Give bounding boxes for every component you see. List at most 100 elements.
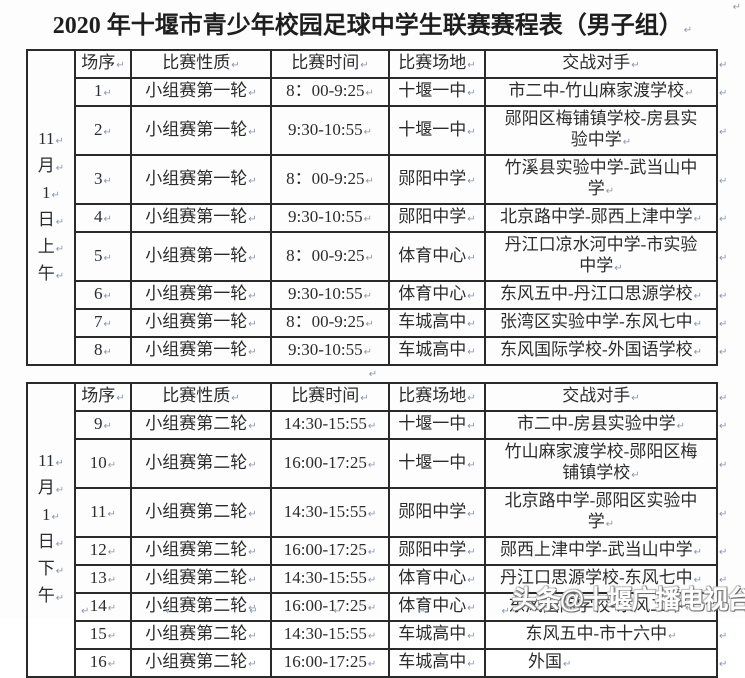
cell-match-time: 14:30-15:55↵ <box>270 487 390 538</box>
return-mark: ↵ <box>467 88 476 99</box>
opponents-label: 郧阳区梅铺镇学校-房县实 <box>504 109 698 128</box>
cell-match-nature-label: 小组赛第二轮 <box>145 452 248 472</box>
return-mark: ↵ <box>614 263 623 274</box>
cell-match-nature-label: 小组赛第二轮 <box>145 624 248 643</box>
return-mark: ↵ <box>685 88 694 99</box>
date-column-afternoon: 11↵ 月↵ 1↵ 日↵ 下↵ 午↵ <box>26 382 76 678</box>
match-row-9: 9↵ 小组赛第二轮↵ 14:30-15:55↵ 十堰一中↵ 市二中-房县实验中学↵ ↵ <box>27 410 731 440</box>
cell-match-nature: 小组赛第一轮↵ <box>130 336 272 366</box>
cell-match-no: 6↵ <box>74 280 132 310</box>
date-column-morning: 11↵ 月↵ 1↵ 日↵ 上↵ 午↵ <box>26 49 76 366</box>
return-mark: ↵ <box>248 459 257 471</box>
cell-opponents: 东风五中-市十六中↵ <box>484 620 718 650</box>
cell-venue-label: 车城高中 <box>398 340 467 359</box>
cell-match-nature: 小组赛第一轮↵ <box>130 77 272 107</box>
return-mark: ↵ <box>719 252 728 264</box>
date-char: 午↵ <box>30 262 72 289</box>
return-mark: ↵ <box>248 347 257 358</box>
match-row-4: 4↵ 小组赛第一轮↵ 9:30-10:55↵ 郧阳中学↵ 北京路中学-郧西上津中学↵ ↵ <box>27 203 731 233</box>
cell-match-no-label: 15 <box>89 624 107 643</box>
return-mark: ↵ <box>693 214 703 225</box>
column-header-3-label: 比赛场地 <box>398 386 467 405</box>
return-mark: ↵ <box>719 393 728 404</box>
cell-match-time-label: 8：00-9:25 <box>286 168 365 188</box>
opponents-line: 验中学↵ <box>488 129 714 153</box>
cell-venue: 十堰一中↵ <box>388 410 486 440</box>
return-mark: ↵ <box>693 291 703 302</box>
cell-match-no: 3↵ <box>74 154 132 205</box>
return-mark: ↵ <box>368 369 378 380</box>
opponents-line: 外国↵ <box>488 651 714 675</box>
date-char: 日↵ <box>30 208 72 235</box>
return-mark: ↵ <box>55 243 65 255</box>
return-mark: ↵ <box>51 189 60 201</box>
cell-opponents: 丹江口凉水河中学-市实验 中学↵ <box>484 231 718 282</box>
return-mark: ↵ <box>363 126 372 138</box>
cell-match-nature: 小组赛第二轮↵ <box>130 410 272 440</box>
return-mark: ↵ <box>467 126 476 138</box>
return-mark: ↵ <box>363 347 372 358</box>
cell-opponents: 竹溪县实验中学-武当山中 学↵ <box>484 154 718 205</box>
return-mark: ↵ <box>248 603 257 614</box>
cell-match-time: 9:30-10:55↵ <box>270 280 390 310</box>
cell-match-nature: 小组赛第一轮↵ <box>130 203 272 233</box>
cell-match-nature-label: 小组赛第二轮 <box>145 540 248 559</box>
cell-match-no-label: 4 <box>94 207 103 226</box>
column-header-2-label: 比赛时间 <box>291 53 360 72</box>
return-mark: ↵ <box>693 547 703 558</box>
date-char: 月↵ <box>30 154 72 181</box>
cell-match-nature-label: 小组赛第二轮 <box>145 652 248 671</box>
return-mark: ↵ <box>631 60 640 71</box>
return-mark: ↵ <box>563 659 572 670</box>
cell-venue-label: 车城高中 <box>398 624 467 643</box>
row-end-mark: ↵ <box>717 593 731 621</box>
cell-match-time: 14:30-15:55↵ <box>270 410 390 440</box>
cell-opponents: 外国↵ <box>484 648 718 678</box>
header-row: 11↵ 月↵ 1↵ 日↵ 下↵ 午↵ 场序↵ 比赛性质↵ 比赛时间↵ 比赛场地↵ 交战对手↵ ↵ <box>26 382 731 678</box>
return-mark: ↵ <box>719 126 728 138</box>
cell-match-time: 14:30-15:55↵ <box>270 620 390 650</box>
bottom-return-marks: ↵ ↵ ↵ ↵ ↵ ↵ <box>80 606 510 617</box>
return-mark: ↵ <box>55 216 65 228</box>
return-mark: ↵ <box>103 126 112 138</box>
return-mark: ↵ <box>55 566 65 577</box>
cell-match-time: 8：00-9:25↵ <box>270 77 390 107</box>
opponents-label: 北京路中学-郧西上津中学 <box>499 207 693 226</box>
return-mark: ↵ <box>719 459 728 471</box>
column-header-0: 场序↵ <box>74 49 132 79</box>
return-mark: ↵ <box>116 60 125 71</box>
cell-venue-label: 十堰一中 <box>398 119 467 139</box>
cell-match-no-label: 8 <box>94 340 103 359</box>
cell-match-time-label: 16:00-17:25 <box>283 452 367 472</box>
cell-match-no-label: 2 <box>94 119 103 139</box>
return-mark: ↵ <box>631 393 640 404</box>
opponents-label: 学 <box>587 179 605 198</box>
return-mark: ↵ <box>467 603 476 614</box>
row-end-mark: ↵ <box>717 78 731 106</box>
cell-match-time-label: 9:30-10:55 <box>288 340 363 359</box>
date-char-label: 午 <box>37 263 55 283</box>
cell-opponents: 东风国际学校-东风二中↵ <box>484 592 718 622</box>
match-row-8: 8↵ 小组赛第一轮↵ 9:30-10:55↵ 车城高中↵ 东风国际学校-外国语学校↵ ↵ <box>27 336 731 366</box>
return-mark: ↵ <box>719 547 728 558</box>
opponents-label: 竹溪县实验中学-武当山中 <box>504 158 698 177</box>
return-mark: ↵ <box>55 485 65 496</box>
return-mark: ↵ <box>719 291 728 302</box>
cell-match-nature: 小组赛第二轮↵ <box>130 648 272 678</box>
column-header-2: 比赛时间↵ <box>270 382 390 412</box>
date-char: 午↵ <box>30 584 72 611</box>
cell-match-no-label: 9 <box>94 414 103 433</box>
column-header-4: 交战对手↵ <box>484 382 718 412</box>
cell-match-nature-label: 小组赛第一轮 <box>145 340 248 359</box>
return-mark: ↵ <box>685 603 694 614</box>
return-mark: ↵ <box>55 270 65 282</box>
column-header-0-label: 场序 <box>81 53 116 72</box>
cell-match-nature-label: 小组赛第一轮 <box>145 168 248 188</box>
cell-match-time: 8：00-9:25↵ <box>270 308 390 338</box>
row-end-mark: ↵ <box>717 106 731 155</box>
return-mark: ↵ <box>249 606 258 617</box>
date-char-label: 1 <box>42 505 51 524</box>
schedule-table-morning: 11↵ 月↵ 1↵ 日↵ 上↵ 午↵ 场序↵ 比赛性质↵ 比赛时间↵ 比赛场地↵ 交战对手↵ ↵ 1↵ 小… <box>26 49 732 366</box>
match-row-14: 14↵ 小组赛第二轮↵ 16:00-17:25↵ 体育中心↵ 东风国际学校-东风二中↵ ↵ <box>27 592 731 622</box>
cell-match-no: 14↵ <box>74 592 132 622</box>
